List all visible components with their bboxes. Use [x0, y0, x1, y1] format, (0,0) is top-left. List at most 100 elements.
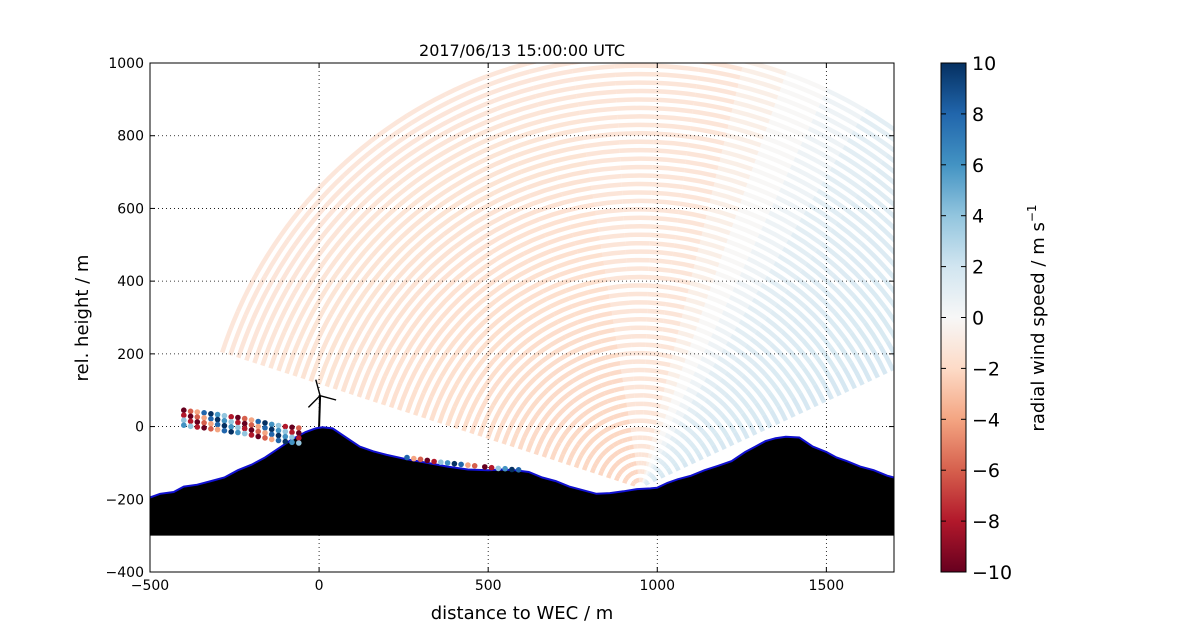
radar-arc-segment	[514, 314, 534, 330]
radar-arc-segment	[432, 350, 449, 374]
radar-arc-segment	[299, 216, 329, 252]
turbine-blade	[315, 379, 321, 396]
radar-arc-segment	[589, 402, 601, 412]
radar-arc-segment	[320, 232, 348, 266]
radar-arc-segment	[446, 302, 468, 324]
radar-arc-segment	[994, 227, 1018, 264]
radar-arc-segment	[491, 408, 503, 425]
radar-arc-segment	[523, 167, 557, 182]
radar-arc-segment	[284, 253, 311, 291]
radar-arc-segment	[530, 335, 548, 350]
radar-arc-segment	[667, 406, 678, 414]
radar-arc-segment	[433, 290, 456, 313]
radar-arc-segment	[888, 211, 894, 220]
radar-arc-segment	[594, 391, 606, 400]
radar-arc-segment	[740, 411, 752, 425]
radar-arc-segment	[649, 249, 674, 257]
radar-arc-segment	[689, 342, 706, 353]
radar-arc-segment	[648, 427, 655, 434]
radar-arc-segment	[382, 282, 406, 310]
scatter-point	[424, 457, 431, 464]
radar-arc-segment	[784, 289, 807, 309]
radar-arc-segment	[587, 285, 609, 295]
radar-arc-segment	[648, 283, 669, 290]
radar-arc-segment	[368, 271, 393, 300]
radar-arc-segment	[839, 305, 860, 330]
radar-arc-segment	[643, 401, 653, 407]
radar-arc-segment	[890, 301, 894, 310]
radar-arc-segment	[487, 69, 530, 87]
radar-arc-segment	[337, 198, 369, 231]
radar-arc-segment	[682, 394, 694, 404]
radar-arc-segment	[658, 471, 665, 477]
radar-arc-segment	[574, 413, 585, 423]
radar-arc-segment	[552, 152, 587, 164]
radar-arc-segment	[647, 462, 653, 468]
radar-arc-segment	[475, 299, 497, 319]
radar-arc-segment	[910, 245, 933, 273]
scatter-point	[248, 422, 255, 428]
y-tick-label: 600	[117, 201, 144, 217]
radar-arc-segment	[594, 310, 613, 319]
radar-arc-segment	[757, 233, 785, 251]
radar-arc-segment	[685, 297, 706, 308]
radar-arc-segment	[514, 387, 527, 403]
colorbar-tick-label: 6	[972, 155, 984, 177]
radar-arc-segment	[570, 219, 598, 230]
radar-arc-segment	[647, 453, 653, 459]
radar-arc-segment	[580, 419, 590, 429]
radar-arc-segment	[744, 343, 762, 359]
radar-arc-segment	[799, 268, 824, 290]
radar-arc-segment	[814, 248, 841, 271]
radar-arc-segment	[517, 370, 532, 385]
radar-arc-segment	[661, 461, 668, 468]
radar-arc-segment	[568, 419, 578, 430]
radar-arc-segment	[357, 216, 387, 247]
radar-arc-segment	[487, 312, 508, 331]
radar-arc-segment	[698, 67, 741, 80]
scatter-point	[296, 425, 302, 431]
radar-arc-segment	[620, 156, 654, 162]
radar-arc-segment	[559, 177, 591, 189]
scatter-point	[289, 424, 295, 431]
radar-arc-segment	[535, 418, 546, 432]
radar-arc-segment	[644, 384, 655, 391]
radar-arc-segment	[671, 354, 686, 363]
radar-arc-segment	[686, 451, 694, 460]
radar-arc-segment	[848, 254, 875, 281]
radar-arc-segment	[693, 100, 733, 113]
radar-arc-segment	[389, 247, 416, 275]
radar-arc-segment	[740, 199, 771, 215]
radar-arc-segment	[499, 102, 539, 119]
radar-arc-segment	[424, 346, 442, 370]
radar-arc-segment	[522, 352, 539, 368]
radar-arc-segment	[672, 449, 680, 456]
radar-arc-segment	[729, 116, 768, 132]
radar-arc-segment	[780, 330, 799, 349]
radar-arc-segment	[789, 164, 824, 186]
radar-arc-segment	[647, 291, 668, 299]
radar-arc-segment	[373, 312, 394, 341]
radar-arc-segment	[650, 463, 655, 469]
radar-arc-segment	[779, 296, 801, 315]
radar-arc-segment	[444, 332, 464, 354]
radar-arc-segment	[613, 450, 620, 457]
x-axis-ticks: −500 0 500 1000 1500	[131, 63, 844, 594]
radar-arc-segment	[844, 207, 875, 234]
radar-arc-segment	[593, 443, 602, 452]
radar-arc-segment	[621, 173, 653, 179]
radar-arc-segment	[786, 172, 819, 193]
radar-arc-segment	[660, 440, 668, 447]
radar-arc-segment	[838, 152, 873, 178]
radar-arc-segment	[794, 275, 818, 296]
radar-arc-segment	[707, 340, 724, 353]
radar-arc-segment	[811, 118, 850, 142]
radar-arc-segment	[709, 286, 731, 299]
plot-frame	[149, 62, 895, 573]
radar-arc-segment	[871, 229, 894, 256]
radar-arc-segment	[615, 459, 622, 466]
radar-arc-segment	[562, 357, 578, 369]
radar-arc-segment	[575, 351, 591, 362]
scatter-point	[268, 421, 275, 428]
radar-arc-segment	[656, 457, 662, 464]
